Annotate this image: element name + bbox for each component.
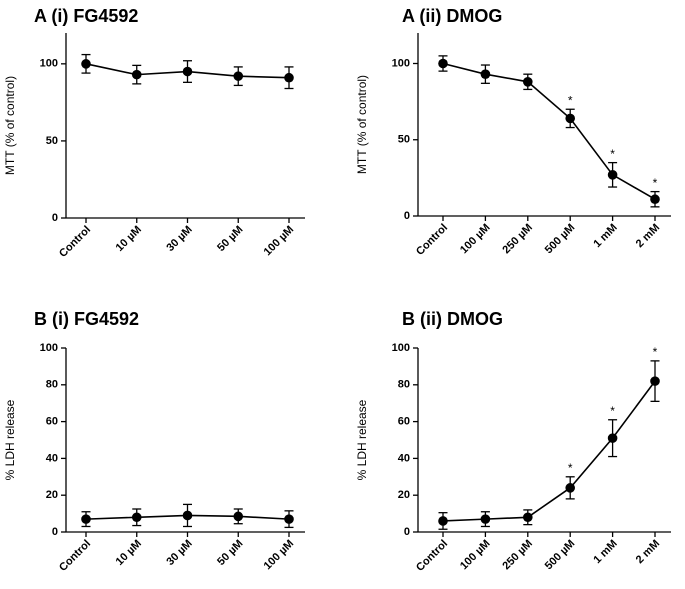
y-tick-label: 0	[404, 210, 410, 222]
y-tick-label: 0	[52, 212, 58, 224]
y-tick-label: 100	[392, 57, 410, 69]
y-tick-label: 100	[40, 58, 58, 70]
x-tick-label: 10 µM	[114, 224, 144, 254]
data-point	[284, 72, 294, 83]
x-tick-label: Control	[57, 224, 93, 260]
chart-panel-a-i: A (i) FG4592 MTT (% of control) 0 50 100 Cont…	[3, 6, 305, 260]
y-tick-label: 20	[46, 489, 58, 501]
chart-panel-b-ii: B (ii) DMOG % LDH release 0 20 40 60 80 100 Cont…	[355, 309, 671, 574]
data-point	[233, 511, 244, 522]
y-tick-label: 20	[398, 489, 410, 501]
chart-panel-a-ii: A (ii) DMOG MTT (% of control) 0 50 100 Contr…	[355, 6, 671, 258]
series-line	[442, 62, 656, 200]
data-point	[565, 113, 575, 124]
data-point	[131, 512, 142, 523]
x-tick-label: 100 µM	[262, 224, 297, 259]
x-tick-label: 2 mM	[634, 222, 662, 250]
data-point	[182, 66, 193, 77]
y-tick-label: 0	[404, 526, 410, 538]
y-tick-label: 40	[398, 452, 410, 464]
significance-marker: *	[610, 147, 615, 161]
x-tick-label: Control	[57, 538, 93, 574]
x-tick-label: 250 µM	[500, 538, 535, 573]
data-point	[650, 376, 660, 386]
data-point	[480, 69, 491, 79]
x-tick-label: 500 µM	[543, 538, 578, 573]
y-tick-label: 50	[398, 134, 410, 146]
data-point	[233, 71, 244, 81]
y-axis-label: MTT (% of control)	[3, 76, 17, 175]
significance-marker: *	[653, 176, 658, 190]
x-tick-label: 100 µM	[262, 538, 297, 573]
data-point	[607, 433, 618, 443]
data-point	[523, 77, 533, 87]
x-tick-label: 50 µM	[215, 224, 245, 254]
series-line	[442, 380, 656, 522]
data-point	[182, 510, 193, 521]
data-point	[81, 514, 91, 524]
x-tick-label: Control	[414, 222, 450, 258]
x-tick-label: 100 µM	[458, 538, 493, 573]
x-tick-label: 1 mM	[591, 222, 619, 250]
chart-title: A (i) FG4592	[34, 6, 138, 26]
x-tick-label: 50 µM	[215, 538, 245, 568]
x-tick-label: 100 µM	[458, 222, 493, 257]
data-point	[438, 516, 448, 526]
y-axis-label: % LDH release	[355, 399, 369, 480]
data-point	[438, 58, 448, 69]
y-tick-label: 80	[398, 379, 410, 391]
x-tick-label: 10 µM	[114, 538, 144, 568]
chart-title: B (ii) DMOG	[402, 309, 503, 329]
data-point	[565, 483, 575, 493]
y-tick-label: 80	[46, 379, 58, 391]
x-tick-label: 2 mM	[634, 538, 662, 566]
chart-panel-b-i: B (i) FG4592 % LDH release 0 20 40 60 80 100 Con…	[3, 309, 305, 574]
x-tick-label: 1 mM	[591, 538, 619, 566]
y-tick-label: 60	[46, 416, 58, 428]
y-tick-label: 60	[398, 416, 410, 428]
data-point	[523, 512, 533, 523]
x-tick-label: 30 µM	[164, 224, 194, 254]
data-point	[81, 59, 91, 69]
significance-marker: *	[568, 93, 573, 107]
x-tick-label: 30 µM	[164, 538, 194, 568]
x-tick-label: 250 µM	[500, 222, 535, 257]
y-tick-label: 50	[46, 135, 58, 147]
y-axis-label: MTT (% of control)	[355, 75, 369, 174]
data-point	[607, 170, 618, 180]
chart-title: B (i) FG4592	[34, 309, 139, 329]
data-point	[480, 514, 491, 524]
y-tick-label: 100	[40, 342, 58, 354]
x-tick-label: Control	[414, 538, 450, 574]
y-axis-label: % LDH release	[3, 399, 17, 480]
x-tick-label: 500 µM	[543, 222, 578, 257]
y-tick-label: 100	[392, 342, 410, 354]
chart-title: A (ii) DMOG	[402, 6, 502, 26]
data-point	[284, 514, 294, 524]
y-tick-label: 40	[46, 452, 58, 464]
data-point	[650, 194, 660, 205]
y-tick-label: 0	[52, 526, 58, 538]
significance-marker: *	[568, 461, 573, 475]
significance-marker: *	[610, 404, 615, 418]
data-point	[131, 69, 142, 80]
significance-marker: *	[653, 345, 658, 359]
